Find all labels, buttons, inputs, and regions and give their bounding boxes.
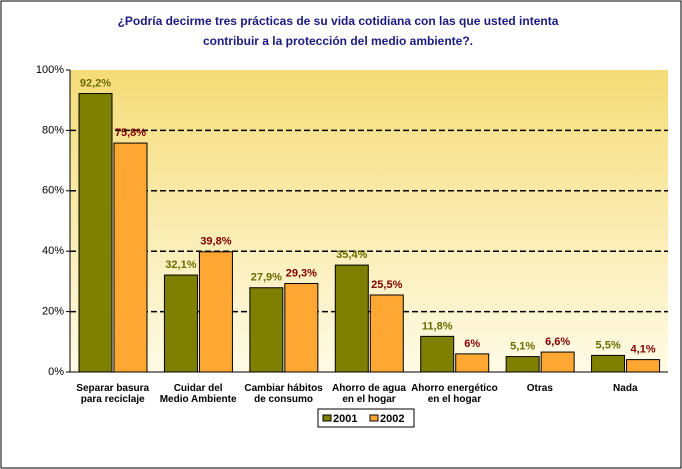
y-tick-label: 40% xyxy=(42,245,64,257)
x-tick-line: Nada xyxy=(613,383,638,394)
x-tick-label: Nada xyxy=(613,383,638,394)
x-tick-label: Otras xyxy=(527,383,554,394)
bar xyxy=(540,351,575,373)
x-tick-label: Cuidar del Medio Ambiente xyxy=(160,383,237,405)
x-tick-line: Cuidar del xyxy=(174,383,223,394)
x-tick-line: en el hogar xyxy=(342,394,395,405)
value-label: 6,6% xyxy=(545,336,570,348)
value-label: 5,1% xyxy=(510,341,535,353)
x-tick-label: Ahorro energético en el hogar xyxy=(411,383,498,405)
value-label: 27,9% xyxy=(251,272,282,284)
value-label: 25,5% xyxy=(371,279,402,291)
x-tick-line: para reciclaje xyxy=(81,394,145,405)
x-tick-line: Medio Ambiente xyxy=(160,394,237,405)
value-label: 4,1% xyxy=(631,344,656,356)
bar xyxy=(284,283,319,373)
x-tick-label: Ahorro de agua en el hogar xyxy=(332,383,406,405)
value-label: 75,8% xyxy=(115,127,146,139)
x-tick-line: Ahorro de agua xyxy=(332,383,406,394)
bar xyxy=(249,287,284,373)
bar xyxy=(163,274,198,373)
value-label: 35,4% xyxy=(336,249,367,261)
y-tick-label: 100% xyxy=(36,64,64,76)
bar xyxy=(113,142,148,373)
x-tick-label: Cambiar hábitos de consumo xyxy=(244,383,323,405)
legend-label: 2002 xyxy=(380,413,404,425)
x-tick-line: Ahorro energético xyxy=(411,383,498,394)
bar xyxy=(591,354,626,373)
bar xyxy=(198,251,233,373)
x-tick-line: Separar basura xyxy=(76,383,149,394)
x-tick-line: de consumo xyxy=(254,394,313,405)
value-label: 39,8% xyxy=(200,236,231,248)
bar xyxy=(420,335,455,373)
bar xyxy=(505,356,540,373)
bar xyxy=(78,93,113,373)
legend-swatch xyxy=(322,414,332,422)
y-tick-label: 80% xyxy=(42,124,64,136)
bar xyxy=(369,294,404,373)
value-label: 11,8% xyxy=(422,320,453,332)
value-label: 5,5% xyxy=(596,339,621,351)
x-tick-line: Otras xyxy=(527,383,554,394)
value-label: 6% xyxy=(464,338,480,350)
x-tick-label: Separar basura para reciclaje xyxy=(76,383,149,405)
y-tick-label: 20% xyxy=(42,306,64,318)
x-tick-line: Cambiar hábitos xyxy=(244,383,323,394)
value-label: 92,2% xyxy=(80,77,111,89)
chart-title: contribuir a la protección del medio amb… xyxy=(203,34,473,48)
bar xyxy=(626,359,661,373)
bar xyxy=(455,353,490,373)
chart-title: ¿Podría decirme tres prácticas de su vid… xyxy=(118,14,559,28)
value-label: 29,3% xyxy=(286,267,317,279)
plot-area xyxy=(70,70,668,372)
bar xyxy=(334,264,369,373)
legend-label: 2001 xyxy=(333,413,357,425)
x-tick-line: en el hogar xyxy=(428,394,481,405)
y-tick-label: 0% xyxy=(48,366,64,378)
legend-swatch xyxy=(369,414,379,422)
legend-box xyxy=(317,408,415,428)
y-tick-label: 60% xyxy=(42,185,64,197)
value-label: 32,1% xyxy=(165,259,196,271)
